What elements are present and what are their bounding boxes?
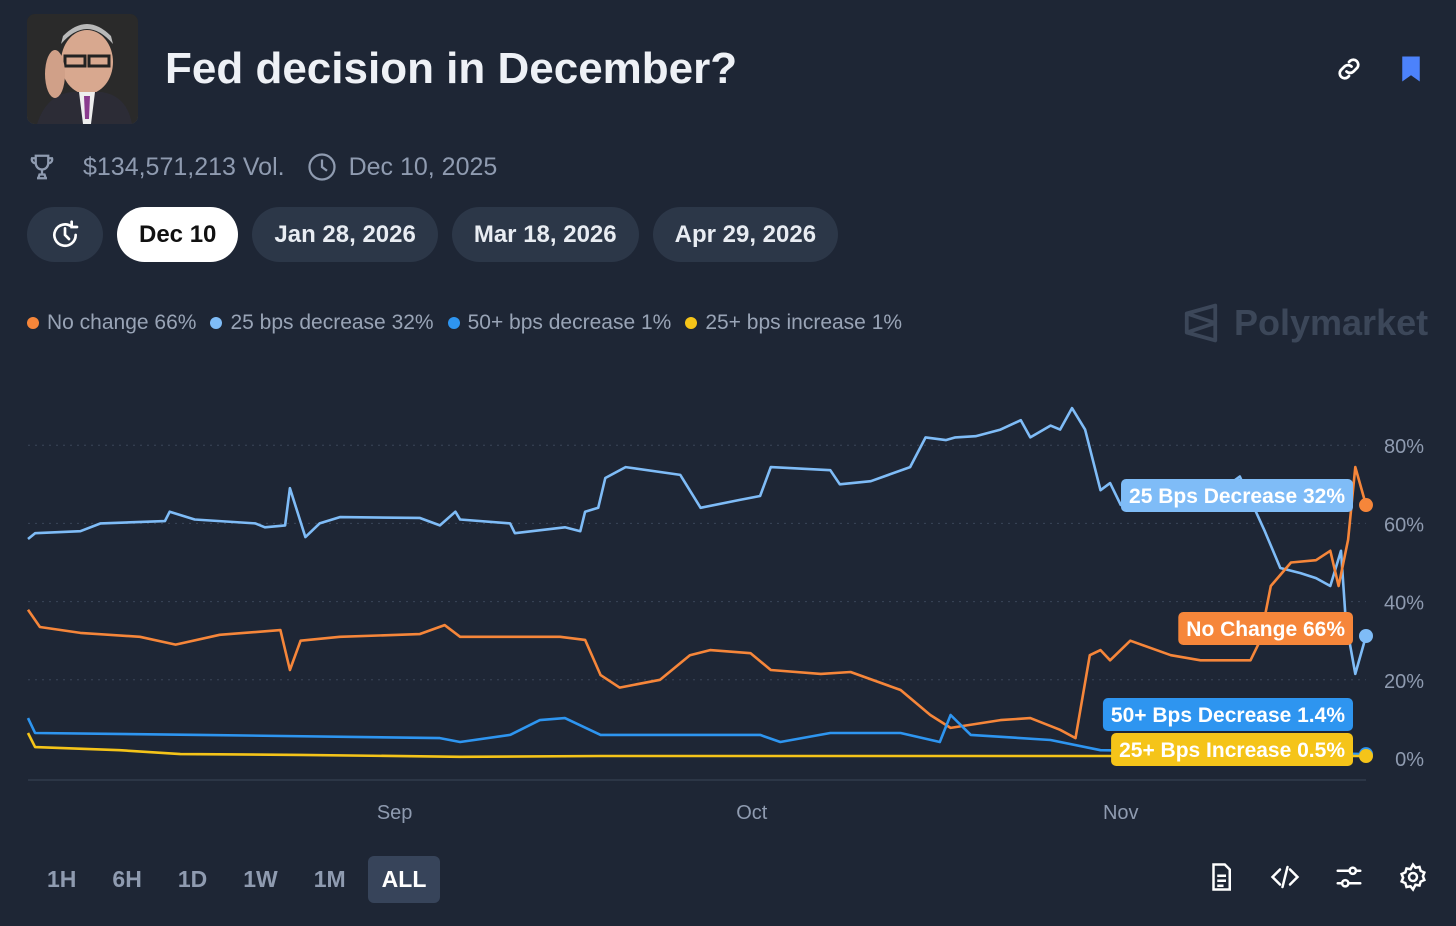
range-1m[interactable]: 1M [313, 866, 346, 892]
chart-legend: No change 66% 25 bps decrease 32% 50+ bp… [27, 311, 902, 335]
series-end-label-bg [1111, 733, 1353, 766]
link-icon[interactable] [1334, 54, 1364, 84]
date-tab-mar-18[interactable]: Mar 18, 2026 [451, 207, 639, 262]
series-line-50-bps-decrease [26, 713, 1367, 756]
legend-item: No change 66% [27, 311, 196, 335]
series-end-label-bg [1102, 698, 1353, 731]
series-end-dot [1359, 749, 1373, 764]
end-date: Dec 10, 2025 [348, 152, 498, 181]
series-end-label-bg [1178, 612, 1353, 645]
series-end-label-bg [1121, 479, 1353, 512]
range-1d[interactable]: 1D [177, 866, 208, 892]
bookmark-icon[interactable] [1396, 54, 1426, 84]
series-line-25-bps-increase [26, 732, 1366, 759]
range-6h[interactable]: 6H [112, 866, 142, 892]
range-1h[interactable]: 1H [47, 866, 77, 892]
time-range-selector: 1H 6H 1D 1W 1M ALL [33, 856, 441, 903]
date-tab-dec-10[interactable]: Dec 10 [117, 207, 239, 262]
y-tick-label: 80% [1384, 436, 1424, 458]
y-tick-label: 60% [1384, 514, 1424, 536]
legend-item: 25+ bps increase 1% [685, 311, 902, 335]
volume: $134,571,213 Vol. [83, 152, 285, 181]
clock-icon [307, 153, 336, 181]
range-1w[interactable]: 1W [243, 866, 278, 892]
series-end-label: 50+ Bps Decrease 1.4% [1111, 704, 1345, 727]
document-icon[interactable] [1206, 862, 1236, 892]
y-tick-label: 20% [1384, 671, 1424, 693]
history-icon [53, 219, 79, 247]
history-button[interactable] [27, 207, 103, 262]
series-end-label: 25+ Bps Increase 0.5% [1119, 739, 1345, 762]
polymarket-logo-icon [1184, 303, 1218, 343]
settings-gear-icon[interactable] [1398, 862, 1428, 892]
y-tick-label: 40% [1384, 593, 1424, 615]
series-end-label: 25 Bps Decrease 32% [1129, 485, 1345, 508]
sliders-icon[interactable] [1334, 862, 1364, 892]
date-tab-apr-29[interactable]: Apr 29, 2026 [652, 207, 839, 262]
series-end-dot [1359, 629, 1373, 644]
x-tick-label: Oct [736, 802, 768, 824]
y-tick-label: 0% [1395, 749, 1424, 771]
legend-item: 25 bps decrease 32% [210, 311, 434, 335]
date-tabs: Dec 10 Jan 28, 2026 Mar 18, 2026 Apr 29,… [27, 207, 839, 262]
series-end-label: No Change 66% [1186, 618, 1345, 641]
polymarket-watermark: Polymarket [1182, 302, 1428, 344]
trophy-icon [30, 154, 54, 180]
market-meta: $134,571,213 Vol. Dec 10, 2025 [27, 152, 497, 182]
page-title: Fed decision in December? [165, 44, 738, 93]
x-tick-label: Sep [377, 802, 413, 824]
range-all[interactable]: ALL [367, 856, 441, 903]
date-tab-jan-28[interactable]: Jan 28, 2026 [252, 207, 438, 262]
legend-item: 50+ bps decrease 1% [447, 311, 671, 335]
series-end-dot [1359, 498, 1373, 513]
chart-tools [1206, 862, 1428, 892]
embed-code-icon[interactable] [1270, 862, 1300, 892]
x-tick-label: Nov [1103, 802, 1139, 824]
price-chart[interactable]: 0% 20% 40% 60% 80% Sep Oct Nov 25 Bps Decrease 3… [0, 380, 1456, 840]
market-image [27, 14, 138, 124]
